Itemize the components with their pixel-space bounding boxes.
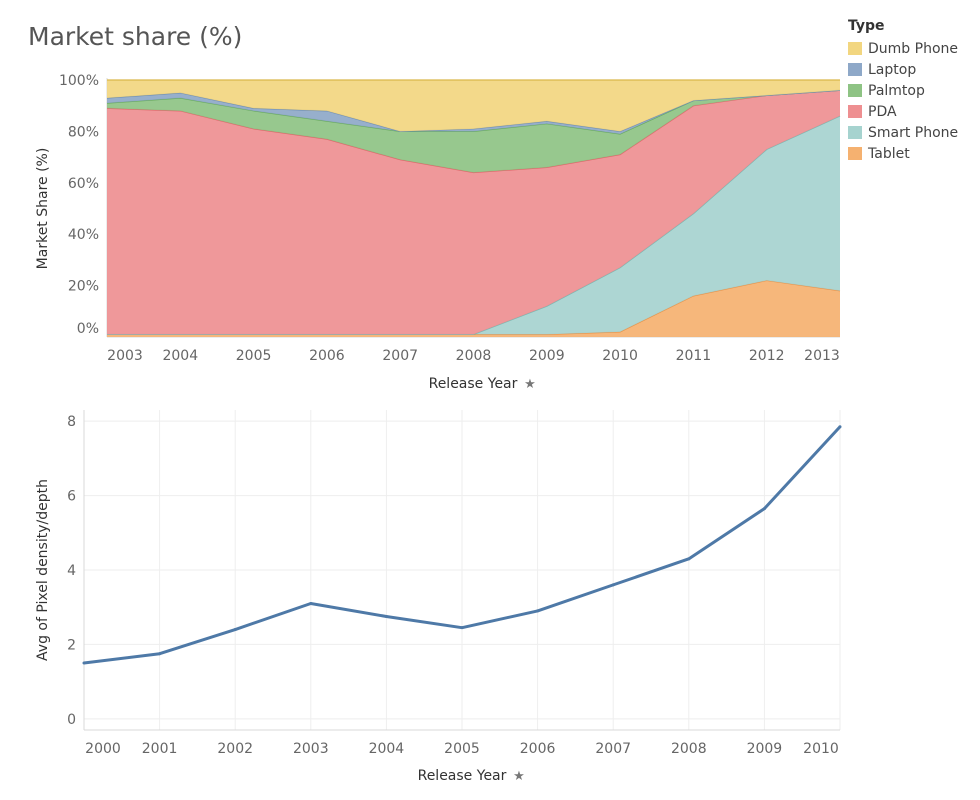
x-tick-label: 2005 [236,348,272,364]
legend-label: Tablet [868,145,910,162]
legend-swatch [848,63,862,76]
legend-label: PDA [868,103,897,120]
x-tick-label: 2011 [676,348,712,364]
line-point [233,628,237,632]
y-axis-title: Avg of Pixel density/depth [35,479,51,661]
x-tick-label: 2006 [309,348,345,364]
x-tick-label: 2001 [142,741,178,757]
y-tick-label: 0 [67,712,76,728]
y-tick-label: 8 [67,414,76,430]
x-axis-title: Release Year [418,768,507,784]
x-tick-label: 2006 [520,741,556,757]
area-tablet [107,280,840,337]
y-tick-label: 2 [67,637,76,653]
y-tick-label: 40% [68,227,99,243]
x-tick-label: 2008 [671,741,707,757]
x-tick-label: 2013 [804,348,840,364]
legend-item[interactable]: PDA [848,101,958,122]
y-tick-label: 80% [68,124,99,140]
chart-title: Market share (%) [28,22,243,51]
x-tick-label: 2004 [369,741,405,757]
line-point [82,661,86,665]
legend: Type Dumb Phone Laptop Palmtop PDA Smart Pho… [848,18,958,164]
x-tick-label: 2012 [749,348,785,364]
area-pda [107,90,840,335]
x-tick-label: 2005 [444,741,480,757]
x-tick-label: 2004 [162,348,198,364]
legend-item[interactable]: Smart Phone [848,122,958,143]
line-point [536,609,540,613]
x-tick-label: 2002 [217,741,253,757]
line-point [838,425,842,429]
y-tick-label: 100% [59,73,99,89]
x-tick-label: 2010 [602,348,638,364]
legend-item[interactable]: Dumb Phone [848,38,958,59]
legend-swatch [848,84,862,97]
area-smart-phone [107,115,840,335]
legend-item[interactable]: Tablet [848,143,958,164]
legend-swatch [848,42,862,55]
x-tick-label: 2008 [456,348,492,364]
legend-item[interactable]: Laptop [848,59,958,80]
area-laptop [107,90,840,134]
y-axis-title: Market Share (%) [35,148,51,270]
pin-icon: ★ [513,769,525,784]
line-point [460,626,464,630]
x-tick-label: 2007 [595,741,631,757]
legend-swatch [848,126,862,139]
y-tick-label: 60% [68,176,99,192]
x-tick-label: 2000 [85,741,121,757]
y-tick-label: 0% [77,321,99,337]
y-tick-label: 4 [67,563,76,579]
legend-label: Laptop [868,61,917,78]
line-point [762,507,766,511]
y-tick-label: 6 [67,489,76,505]
legend-swatch [848,105,862,118]
y-tick-label: 20% [68,279,99,295]
line-point [309,601,313,605]
x-tick-label: 2003 [107,348,143,364]
pin-icon: ★ [524,377,536,392]
line-point [611,583,615,587]
x-axis-title: Release Year [429,376,518,392]
legend-item[interactable]: Palmtop [848,80,958,101]
x-tick-label: 2003 [293,741,329,757]
line-point [384,615,388,619]
x-tick-label: 2010 [803,741,839,757]
line-point [687,557,691,561]
x-tick-label: 2009 [747,741,783,757]
legend-swatch [848,147,862,160]
legend-title: Type [848,18,885,34]
x-tick-label: 2007 [382,348,418,364]
line-chart: 0 2 4 6 8 2000 2001 2002 2003 2004 2005 2006 2007 200… [35,410,842,784]
legend-label: Dumb Phone [868,40,958,57]
x-tick-label: 2009 [529,348,565,364]
legend-items: Dumb Phone Laptop Palmtop PDA Smart Phone Tab… [848,38,958,164]
legend-label: Palmtop [868,82,925,99]
legend-label: Smart Phone [868,124,959,141]
line-point [158,652,162,656]
area-dumb-phone [107,80,840,132]
area-chart: 0% 20% 40% 60% 80% 100% 2003 2004 2005 2006 2007 20… [35,73,841,392]
